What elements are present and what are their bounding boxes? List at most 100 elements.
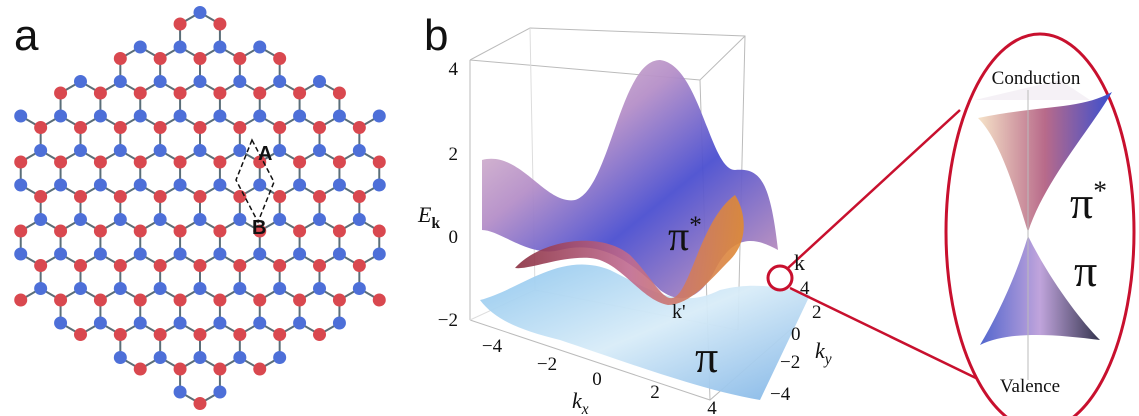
atom [14,179,27,192]
atom [273,351,286,364]
atom [233,144,246,157]
atom [114,75,127,88]
atom [253,363,266,376]
atom [134,179,147,192]
ky-tick-label: 0 [791,324,801,345]
kx-tick-label: 2 [650,382,660,403]
atom [54,248,67,261]
atom [14,110,27,123]
energy-tick-label: 4 [449,59,459,80]
atom [313,259,326,272]
atom [273,52,286,65]
atom [213,248,226,261]
atom [313,144,326,157]
atom [353,121,366,134]
atom [134,87,147,100]
atom [94,87,107,100]
atom [333,110,346,123]
band-superscript: * [1093,175,1107,206]
atom [253,317,266,330]
atom [213,156,226,169]
atom [194,75,207,88]
atom [114,213,127,226]
atom [114,351,127,364]
atom [34,282,47,295]
atom [74,121,87,134]
ky-tick-label: 4 [800,278,810,299]
atom [154,144,167,157]
atom [14,294,27,307]
band-symbol: π [668,214,689,260]
kx-tick-label: −2 [537,354,557,375]
atom [313,213,326,226]
atom [233,75,246,88]
atom [313,328,326,341]
atom [213,225,226,238]
atom [54,87,67,100]
atom [174,156,187,169]
atom [74,259,87,272]
atom [333,156,346,169]
panel-label: b [424,11,448,60]
atom [253,87,266,100]
atom [154,213,167,226]
atom [233,282,246,295]
atom [333,225,346,238]
atom [253,110,266,123]
atom [253,248,266,261]
energy-tick-label: 0 [449,227,459,248]
energy-tick-label: −2 [438,310,458,331]
atom [174,317,187,330]
atom [273,259,286,272]
atom [134,294,147,307]
atom [333,248,346,261]
atom [233,121,246,134]
band-surfaces [480,60,810,400]
k-point-label: k' [672,301,686,323]
panel-label: a [14,11,39,60]
atom [114,52,127,65]
atom [373,248,386,261]
atom [293,248,306,261]
atom [174,179,187,192]
atom [154,190,167,203]
atom [253,179,266,192]
atom [293,87,306,100]
honeycomb-lattice [14,6,386,410]
atom [213,18,226,31]
atom [54,156,67,169]
atom [273,144,286,157]
atom [154,75,167,88]
atom [134,363,147,376]
axis-subscript: y [823,351,832,368]
atom [114,282,127,295]
atom [253,294,266,307]
atom [154,282,167,295]
atom [233,213,246,226]
atom [14,248,27,261]
atom [313,121,326,134]
band-superscript: * [689,212,702,239]
atom [213,110,226,123]
atom [74,190,87,203]
atom [114,259,127,272]
atom [293,110,306,123]
atom [213,294,226,307]
atom [353,259,366,272]
atom [194,259,207,272]
atom [273,213,286,226]
atom [213,179,226,192]
atom [373,225,386,238]
atom [134,110,147,123]
atom [174,110,187,123]
atom [273,121,286,134]
atom [233,190,246,203]
atom [293,317,306,330]
atom [194,213,207,226]
atom [14,225,27,238]
atom [353,282,366,295]
atom [74,328,87,341]
atom [293,225,306,238]
atom [373,179,386,192]
atom [174,87,187,100]
